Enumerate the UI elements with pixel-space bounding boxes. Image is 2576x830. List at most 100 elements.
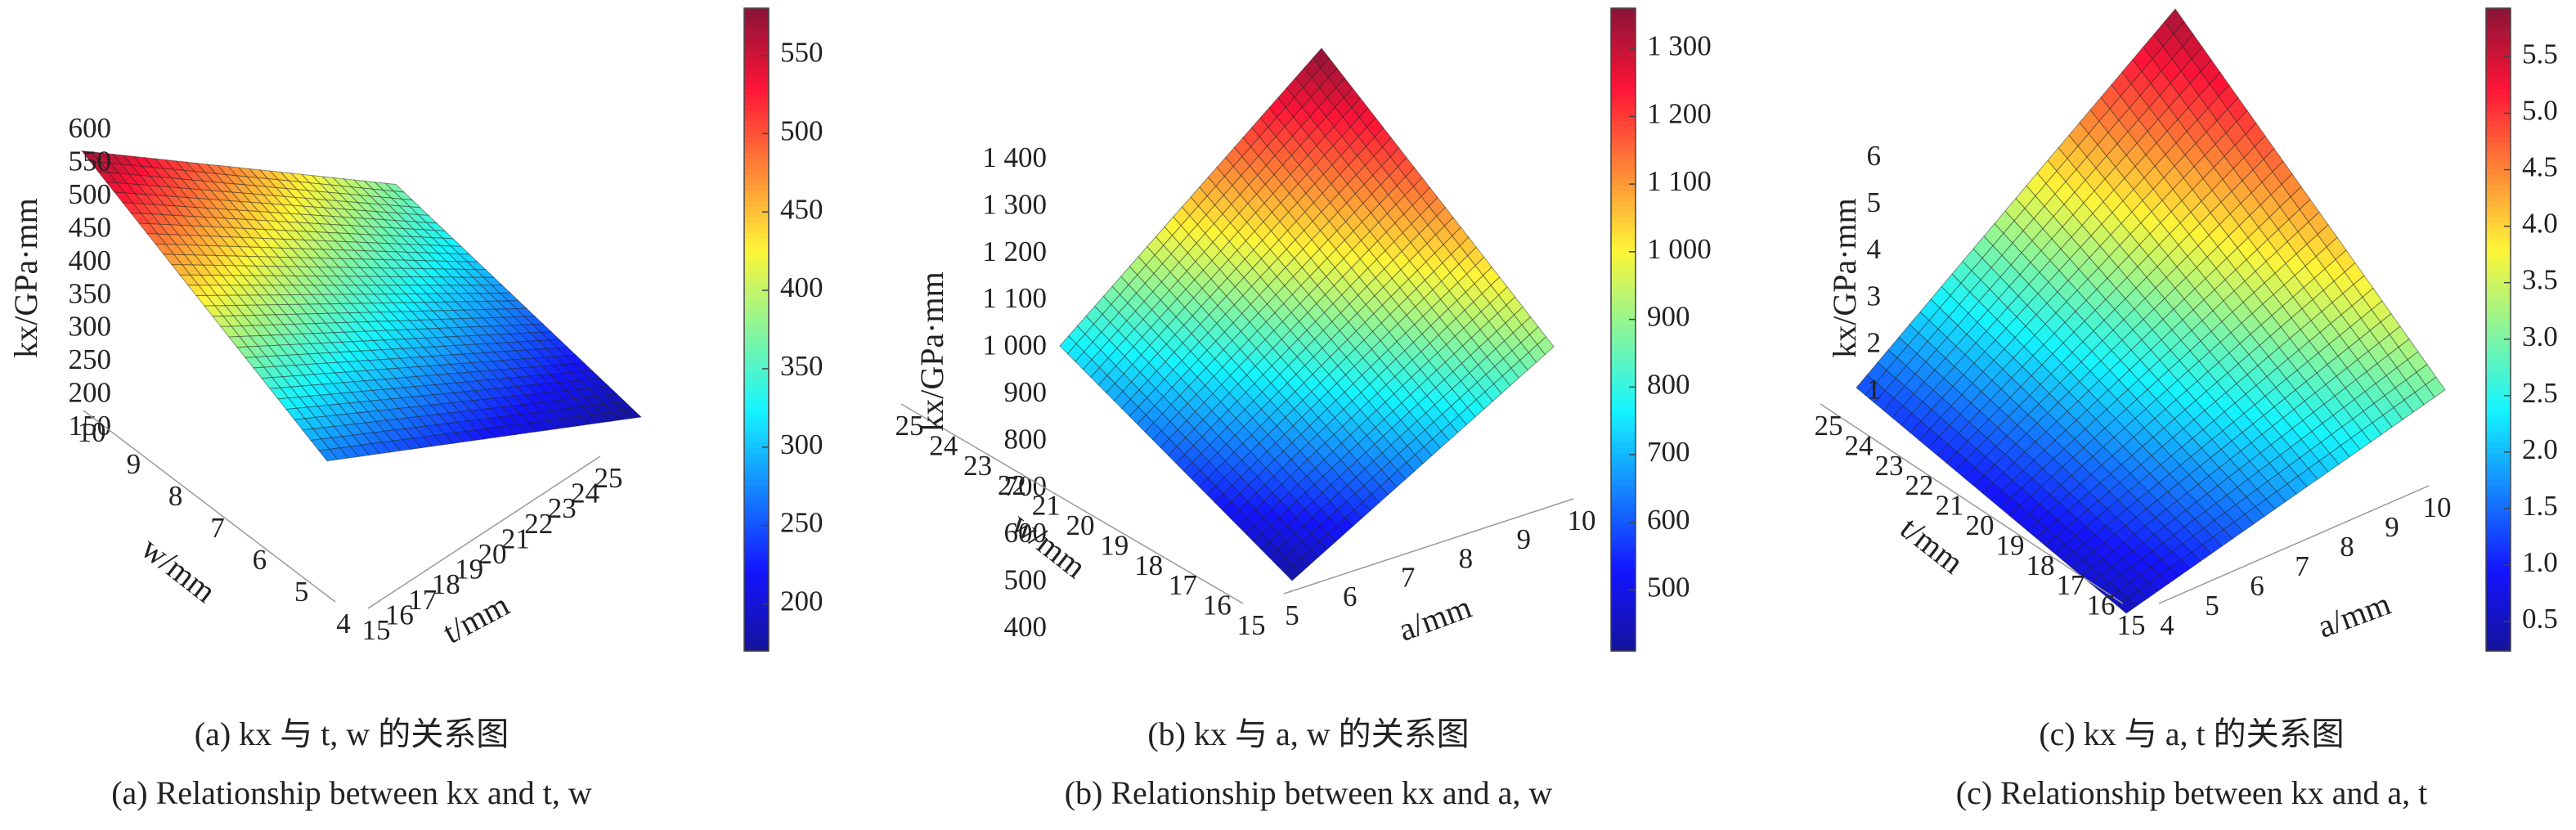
colorbar-cell (1611, 126, 1636, 132)
colorbar-cell (2486, 104, 2511, 111)
colorbar-cell (2486, 190, 2511, 197)
colorbar-cell (744, 490, 769, 496)
surface-patch (364, 210, 386, 221)
colorbar-cell (744, 318, 769, 325)
colorbar-cell (2486, 276, 2511, 282)
z-tick-label: 300 (69, 311, 112, 343)
colorbar-cell (744, 356, 769, 363)
colorbar-cell (2486, 292, 2511, 298)
surface-patch (288, 257, 309, 267)
surface-patch (390, 197, 411, 208)
z-tick-label: 1 400 (982, 141, 1047, 173)
colorbar-cell (2486, 259, 2511, 267)
surface-patch (273, 365, 294, 378)
colorbar-cell (744, 233, 769, 240)
surface-patch (379, 267, 401, 277)
colorbar-cell (2486, 399, 2511, 406)
surface-patch (202, 264, 223, 276)
surface-patch (237, 294, 258, 306)
y-tick-label: 19 (1100, 529, 1129, 561)
colorbar-cell (744, 506, 769, 513)
surface-patch (96, 171, 118, 184)
surface-patch (387, 243, 408, 253)
surface-patch (378, 358, 399, 370)
surface-patch (296, 266, 317, 277)
colorbar-cell (1611, 479, 1636, 486)
colorbar-cell (2486, 527, 2511, 534)
colorbar-cell (744, 629, 769, 636)
y-tick-label: 21 (1032, 490, 1061, 522)
y-tick-label: 24 (1845, 429, 1874, 461)
colorbar-cell (2486, 603, 2511, 609)
surface-patch (218, 285, 240, 296)
colorbar-cell (1611, 141, 1636, 149)
colorbar-cell (2486, 313, 2511, 320)
surface-patch (343, 285, 365, 295)
colorbar-cell (1611, 200, 1636, 208)
surface-patch (285, 407, 306, 420)
colorbar-cell (2486, 13, 2511, 20)
surface-patch (390, 267, 411, 277)
surface-patch (354, 209, 375, 220)
surface-patch (409, 356, 430, 367)
colorbar-cell (744, 410, 769, 416)
surface-patch (2127, 590, 2148, 607)
surface-patch (268, 294, 289, 306)
colorbar-cell (1611, 532, 1636, 540)
y-tick-label: 20 (1066, 509, 1095, 541)
colorbar-cell (2486, 404, 2511, 411)
y-tick-label: 22 (1905, 469, 1934, 501)
colorbar-cell (744, 565, 769, 572)
colorbar-cell (1611, 506, 1636, 513)
surface-patch (222, 182, 244, 194)
colorbar-cell (1611, 45, 1636, 52)
surface-patch (375, 330, 396, 341)
surface-patch (2361, 422, 2382, 443)
colorbar-cell (2486, 324, 2511, 330)
colorbar-cell (1611, 147, 1636, 154)
x-tick-label: 10 (1568, 505, 1596, 536)
x-tick-label: 25 (595, 462, 623, 494)
colorbar-cell (1611, 597, 1636, 603)
colorbar (2485, 7, 2511, 652)
x-tick-label: 20 (478, 538, 507, 570)
surface-patch (1268, 548, 1286, 566)
colorbar-cell (744, 45, 769, 52)
colorbar-cell (744, 158, 769, 164)
surface-patch (254, 265, 276, 276)
colorbar-cell (2486, 639, 2511, 647)
colorbar-cell (2486, 307, 2511, 315)
surface-patch (277, 179, 298, 191)
surface-patch (302, 285, 323, 295)
surface-patch (257, 256, 278, 267)
surface-patch (256, 177, 277, 189)
colorbar-cell (744, 115, 769, 122)
colorbar-cell (2486, 345, 2511, 352)
surface-patch (129, 212, 150, 225)
surface-patch (248, 168, 269, 180)
colorbar-cell (1611, 137, 1636, 143)
colorbar-tick-label: 1.0 (2522, 546, 2558, 578)
surface-patch (249, 201, 271, 213)
surface-patch (346, 412, 366, 424)
surface-patch (2255, 498, 2276, 518)
colorbar-cell (744, 549, 769, 555)
colorbar-cell (744, 538, 769, 545)
colorbar-cell (744, 244, 769, 250)
colorbar-cell (744, 479, 769, 486)
surface-patch (333, 208, 354, 218)
surface-patch (324, 322, 345, 334)
x-tick-label: 5 (2205, 590, 2219, 621)
colorbar-cell (2486, 131, 2511, 137)
z-tick-label: 500 (1004, 564, 1048, 596)
surface-patch (240, 325, 262, 337)
surface-patch (318, 448, 339, 462)
surface-patch (357, 233, 379, 244)
colorbar-cell (1611, 115, 1636, 122)
colorbar-cell (744, 72, 769, 79)
colorbar-cell (2486, 249, 2511, 256)
surface (1059, 47, 1555, 581)
colorbar-cell (2486, 420, 2511, 427)
colorbar-cell (744, 559, 769, 566)
colorbar-cell (744, 137, 769, 143)
